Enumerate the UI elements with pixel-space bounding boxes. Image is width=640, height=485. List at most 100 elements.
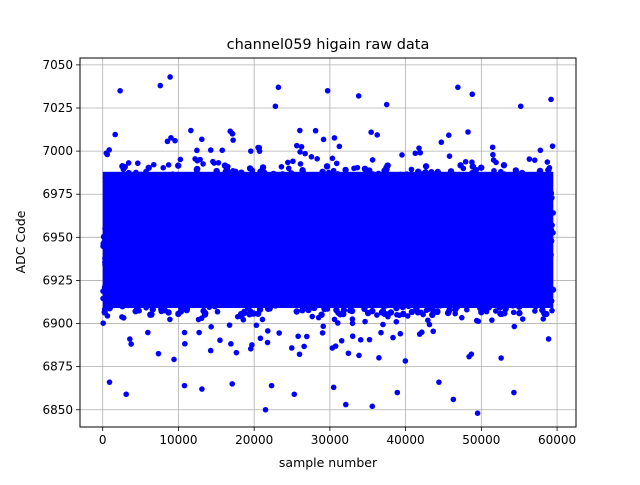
data-point	[123, 226, 130, 233]
data-point	[250, 279, 257, 286]
data-point	[349, 333, 356, 340]
data-point	[143, 183, 149, 190]
data-point	[460, 201, 467, 208]
data-point	[327, 199, 334, 206]
data-point	[207, 277, 214, 283]
data-point	[422, 268, 429, 275]
data-point	[309, 221, 316, 227]
data-point	[362, 318, 368, 325]
data-point	[215, 288, 221, 295]
data-point	[542, 229, 549, 236]
data-point	[418, 268, 424, 275]
data-point	[230, 168, 236, 174]
data-point	[225, 176, 231, 182]
data-point	[539, 216, 546, 222]
data-point	[316, 236, 323, 242]
data-point	[385, 234, 391, 241]
data-point	[266, 247, 272, 253]
data-point	[429, 276, 436, 282]
data-point	[475, 286, 482, 292]
data-point	[102, 261, 108, 268]
x-tick-label: 20000	[235, 433, 273, 447]
x-axis-label: sample number	[279, 455, 378, 470]
data-point	[298, 291, 304, 298]
data-point	[186, 260, 193, 267]
data-point	[192, 299, 198, 306]
data-point	[370, 234, 377, 240]
data-point	[170, 297, 177, 304]
data-point	[244, 209, 250, 215]
data-point	[468, 280, 475, 286]
data-point	[430, 328, 437, 335]
outlier-point	[548, 96, 554, 103]
data-point	[325, 298, 332, 305]
data-point	[361, 196, 368, 203]
data-point	[330, 167, 337, 174]
data-point	[267, 293, 274, 300]
data-point	[518, 247, 524, 253]
data-point	[375, 193, 381, 200]
data-point	[324, 306, 331, 312]
data-point	[220, 193, 227, 200]
data-point	[510, 257, 517, 263]
data-point	[447, 212, 454, 219]
data-point	[143, 168, 149, 175]
data-point	[447, 230, 453, 236]
data-point	[194, 217, 200, 224]
data-point	[155, 288, 161, 294]
data-point	[316, 266, 322, 272]
data-point	[498, 355, 504, 361]
data-point	[249, 171, 256, 178]
data-point	[477, 186, 483, 193]
data-point	[545, 239, 551, 246]
data-point	[329, 174, 336, 180]
data-point	[169, 197, 175, 204]
data-point	[295, 333, 301, 340]
data-point	[280, 202, 286, 209]
data-point	[230, 137, 236, 143]
data-point	[134, 230, 141, 237]
data-point	[411, 241, 418, 248]
data-point	[491, 167, 497, 174]
data-point	[281, 236, 288, 243]
data-point	[196, 205, 203, 212]
data-point	[165, 244, 172, 250]
data-point	[287, 218, 294, 225]
data-point	[499, 225, 506, 232]
data-point	[132, 200, 139, 207]
data-point	[504, 253, 511, 260]
data-point	[178, 180, 185, 187]
data-point	[255, 271, 262, 278]
data-point	[350, 257, 357, 264]
data-point	[354, 228, 360, 235]
data-point	[235, 208, 242, 215]
data-point	[339, 209, 346, 215]
data-point	[486, 304, 493, 311]
data-point	[482, 216, 488, 223]
data-point	[130, 172, 137, 179]
data-point	[297, 161, 304, 167]
data-point	[347, 204, 354, 211]
data-point	[471, 219, 477, 226]
data-point	[260, 175, 266, 182]
data-point	[541, 187, 548, 194]
data-point	[158, 231, 165, 238]
data-point	[104, 151, 111, 158]
y-tick-label: 6850	[42, 403, 73, 417]
data-point	[282, 257, 288, 264]
data-point	[432, 183, 438, 190]
data-point	[329, 220, 335, 226]
data-point	[134, 160, 141, 167]
data-point	[412, 219, 419, 225]
data-point	[441, 188, 448, 194]
data-point	[478, 247, 484, 254]
data-point	[243, 216, 249, 223]
data-point	[397, 330, 404, 337]
data-point	[489, 144, 496, 151]
data-point	[457, 277, 463, 283]
data-point	[304, 291, 310, 297]
data-point	[452, 310, 459, 317]
data-point	[305, 306, 312, 314]
data-point	[397, 213, 404, 220]
data-point	[356, 289, 363, 295]
